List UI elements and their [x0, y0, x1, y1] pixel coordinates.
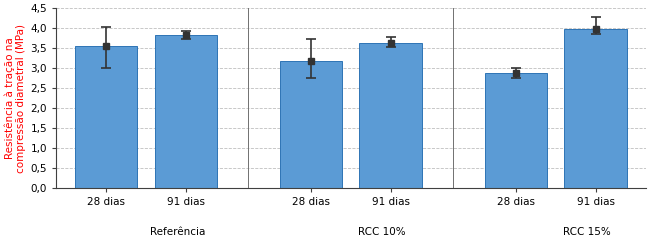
Bar [485, 73, 547, 188]
Text: RCC 10%: RCC 10% [358, 227, 406, 237]
Text: RCC 15%: RCC 15% [564, 227, 611, 237]
Bar [155, 35, 217, 188]
Bar [359, 43, 422, 188]
Bar [564, 29, 627, 188]
Bar [280, 61, 343, 188]
Bar [75, 46, 138, 188]
Text: Referência: Referência [150, 227, 205, 237]
Y-axis label: Resistência à tração na
compressão diametral (MPa): Resistência à tração na compressão diame… [4, 24, 26, 173]
